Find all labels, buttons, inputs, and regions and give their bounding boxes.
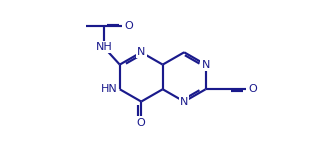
Text: O: O [125,21,133,31]
Text: HN: HN [100,84,117,94]
Text: O: O [137,117,146,127]
Text: N: N [202,60,210,70]
Text: NH: NH [96,42,112,52]
Text: O: O [248,84,257,94]
Text: N: N [137,47,146,57]
Text: N: N [180,97,188,107]
